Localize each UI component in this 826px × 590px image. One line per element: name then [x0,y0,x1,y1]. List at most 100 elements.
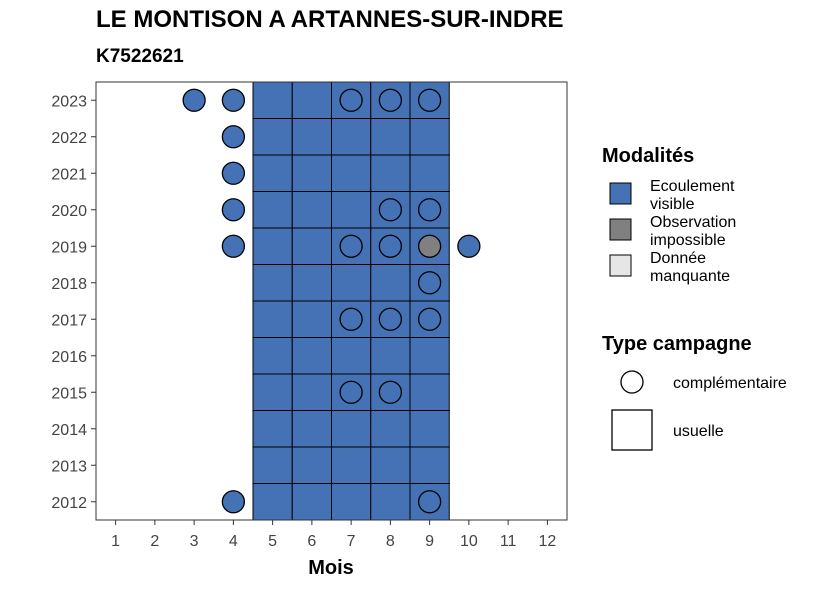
usuelle-cell [291,191,332,229]
complementaire-point [457,234,481,258]
y-tick-label: 2012 [51,495,87,512]
y-tick-label: 2019 [51,239,87,256]
complementaire-point [339,234,363,258]
usuelle-cell [252,227,293,265]
usuelle-cell [291,118,332,156]
complementaire-point [339,88,363,112]
legend-modalite-label: Ecoulement [650,178,735,195]
legend-modalite-label: Observation [650,214,736,231]
y-axis-ticks: 2012 2013 2014 2015 2016 2017 2018 2019 2020 2021… [51,93,96,512]
complementaire-point [417,490,442,514]
legend-circle-key [620,370,644,394]
usuelle-cell [370,264,411,302]
y-tick-label: 2020 [51,203,87,220]
usuelle-cell [409,337,450,375]
usuelle-cell [252,373,293,411]
complementaire-point [221,234,246,258]
usuelle-cell [331,483,372,521]
usuelle-cell [370,337,411,375]
usuelle-cell [409,410,450,448]
usuelle-cell [252,410,293,448]
x-axis-label: Mois [308,557,354,579]
complementaire-point [378,307,403,331]
usuelle-cell [331,410,372,448]
usuelle-cell [331,118,372,156]
legend-modalite-label: impossible [650,232,726,249]
legend-modalite-key [609,254,632,277]
usuelle-cell [291,154,332,192]
usuelle-cell [291,483,332,521]
complementaire-point [221,125,246,149]
usuelle-cell [331,446,372,484]
usuelle-cell [291,81,332,119]
complementaire-point [417,271,442,295]
complementaire-point [182,88,206,112]
usuelle-cell [291,300,332,338]
x-tick-label: 8 [386,533,395,550]
usuelle-cell [252,300,293,338]
legend-type-campagne: complémentaire usuelle [611,370,787,451]
complementaire-point [417,198,442,222]
usuelle-cell [331,191,372,229]
y-tick-label: 2013 [51,458,87,475]
usuelle-cell [370,118,411,156]
complementaire-point [221,490,246,514]
usuelle-cell [252,154,293,192]
legend-modalite-label: Donnée [650,250,706,267]
usuelle-cell [331,154,372,192]
usuelle-cell [291,446,332,484]
usuelle-cell [370,446,411,484]
x-tick-label: 12 [538,533,556,550]
usuelle-cells [252,81,450,521]
y-tick-label: 2015 [51,385,87,402]
x-tick-label: 11 [500,533,517,550]
complementaire-point [378,380,403,404]
legend-type-label: usuelle [673,423,724,440]
x-tick-label: 7 [347,533,356,550]
y-tick-label: 2023 [51,93,87,110]
legend-type-campagne-title: Type campagne [602,333,752,355]
complementaire-point [339,380,363,404]
complementaire-point [417,88,442,112]
usuelle-cell [291,337,332,375]
usuelle-cell [370,154,411,192]
complementaire-point [417,307,442,331]
x-tick-label: 6 [307,533,316,550]
usuelle-cell [409,446,450,484]
complementaire-point [378,198,403,222]
plot-panel-border [95,81,568,521]
usuelle-cell [331,337,372,375]
usuelle-cell [370,410,411,448]
usuelle-cell [252,264,293,302]
usuelle-cell [252,81,293,119]
x-tick-label: 1 [111,533,120,550]
legend-modalites: EcoulementvisibleObservationimpossibleDo… [609,178,736,285]
legend-type-label: complémentaire [673,375,787,392]
usuelle-cell [252,446,293,484]
y-tick-label: 2018 [51,276,87,293]
chart-subtitle: K7522621 [96,46,184,67]
usuelle-cell [291,264,332,302]
usuelle-cell [252,118,293,156]
legend-modalite-key [609,218,632,241]
legend-modalite-label: visible [650,196,695,213]
legend-modalite-key [609,182,632,205]
legend-modalite-label: manquante [650,268,730,285]
usuelle-cell [252,191,293,229]
y-tick-label: 2017 [51,312,87,329]
usuelle-cell [409,373,450,411]
usuelle-cell [252,337,293,375]
usuelle-cell [409,154,450,192]
complementaire-point [221,88,246,112]
usuelle-cell [409,118,450,156]
usuelle-cell [370,483,411,521]
complementaire-point [378,88,403,112]
complementaire-point [378,234,403,258]
x-tick-label: 10 [460,533,478,550]
x-tick-label: 4 [229,533,238,550]
complementaire-point [221,161,246,185]
usuelle-cell [291,373,332,411]
y-tick-label: 2016 [51,349,87,366]
x-tick-label: 5 [268,533,277,550]
